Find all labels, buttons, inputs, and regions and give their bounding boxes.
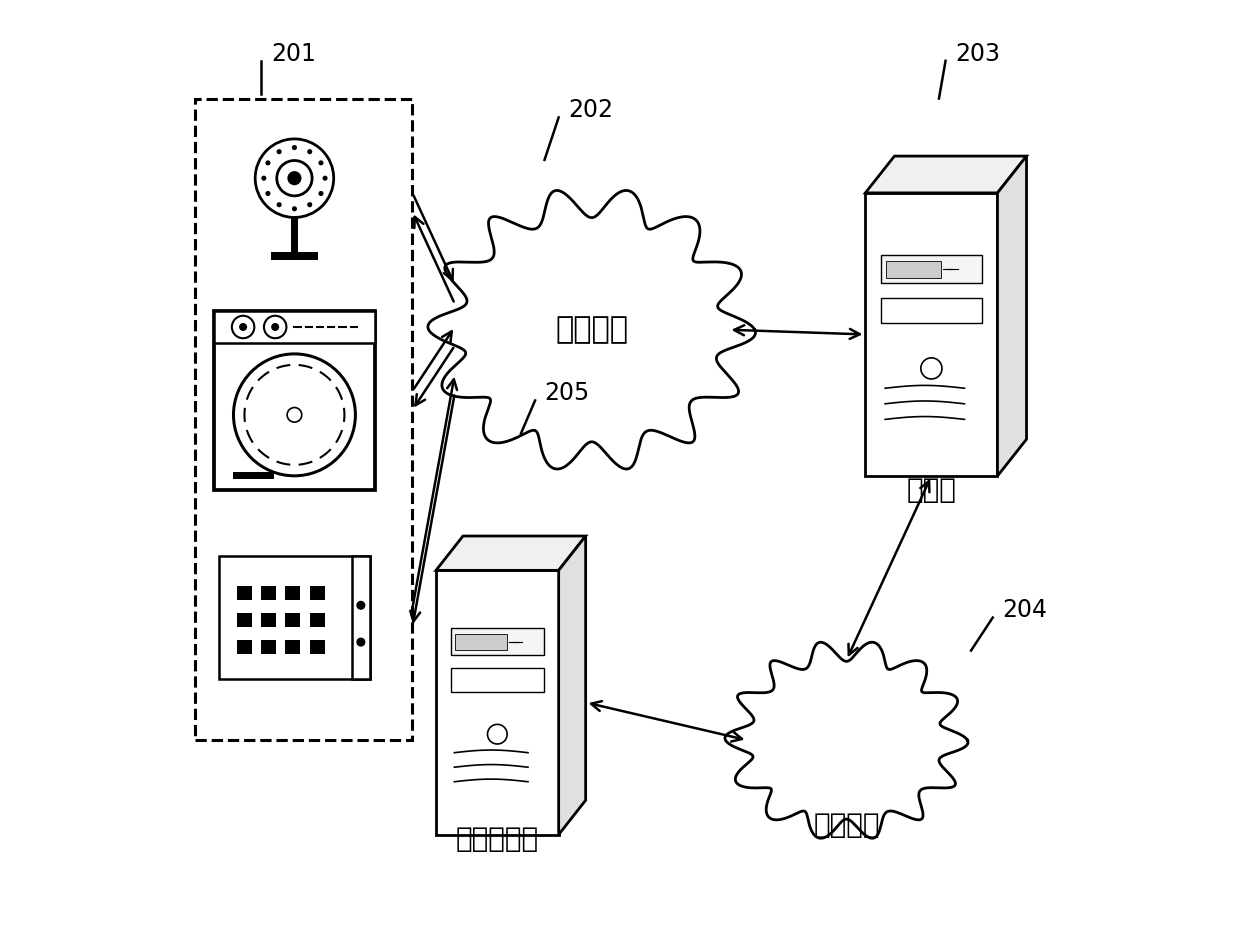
Bar <box>887 261 941 278</box>
Text: 云端服务器: 云端服务器 <box>456 825 539 853</box>
Bar <box>272 251 317 261</box>
Bar <box>237 613 252 627</box>
Bar <box>290 217 298 251</box>
Bar <box>310 585 325 601</box>
Circle shape <box>265 191 270 196</box>
Circle shape <box>356 638 366 646</box>
Bar <box>215 311 374 343</box>
Bar <box>450 668 544 692</box>
Bar <box>285 585 300 601</box>
Circle shape <box>921 358 942 379</box>
Circle shape <box>277 202 281 208</box>
Circle shape <box>233 354 356 476</box>
Circle shape <box>291 145 298 150</box>
Bar <box>455 634 507 649</box>
Polygon shape <box>866 156 1027 193</box>
Polygon shape <box>866 193 997 476</box>
Bar <box>882 298 982 323</box>
Bar <box>237 640 252 654</box>
Text: 边缘网关: 边缘网关 <box>556 315 629 345</box>
Circle shape <box>308 202 312 208</box>
Circle shape <box>356 601 366 610</box>
Circle shape <box>264 316 286 338</box>
Text: 205: 205 <box>544 381 590 406</box>
Bar <box>237 585 252 601</box>
Text: 202: 202 <box>568 98 613 122</box>
Circle shape <box>255 139 334 217</box>
Bar <box>196 99 413 741</box>
Circle shape <box>262 175 267 181</box>
Bar <box>219 556 370 679</box>
Circle shape <box>288 171 301 186</box>
Bar <box>450 628 544 655</box>
Circle shape <box>487 724 507 744</box>
Polygon shape <box>997 156 1027 476</box>
Bar <box>310 640 325 654</box>
Circle shape <box>239 323 247 331</box>
Polygon shape <box>436 536 585 570</box>
Bar <box>882 255 982 284</box>
Text: 201: 201 <box>270 42 316 66</box>
Circle shape <box>277 161 312 196</box>
Circle shape <box>308 149 312 154</box>
Bar <box>285 640 300 654</box>
Text: 边缘端: 边缘端 <box>906 476 956 505</box>
Circle shape <box>291 207 298 211</box>
Circle shape <box>322 175 327 181</box>
Bar <box>262 640 277 654</box>
Bar <box>262 613 277 627</box>
Circle shape <box>232 316 254 338</box>
Bar <box>233 472 274 480</box>
Bar <box>310 613 325 627</box>
Bar <box>285 613 300 627</box>
Circle shape <box>277 149 281 154</box>
Text: 203: 203 <box>955 42 999 66</box>
Circle shape <box>288 407 301 422</box>
Polygon shape <box>725 643 968 838</box>
Circle shape <box>265 160 270 166</box>
Polygon shape <box>436 570 559 835</box>
Bar <box>352 556 370 679</box>
Text: 计算网关: 计算网关 <box>813 811 879 839</box>
Text: 204: 204 <box>1002 598 1048 623</box>
Bar <box>262 585 277 601</box>
Circle shape <box>272 323 279 331</box>
Bar <box>215 311 374 490</box>
Circle shape <box>319 191 324 196</box>
Circle shape <box>319 160 324 166</box>
Polygon shape <box>428 190 755 469</box>
Polygon shape <box>559 536 585 835</box>
